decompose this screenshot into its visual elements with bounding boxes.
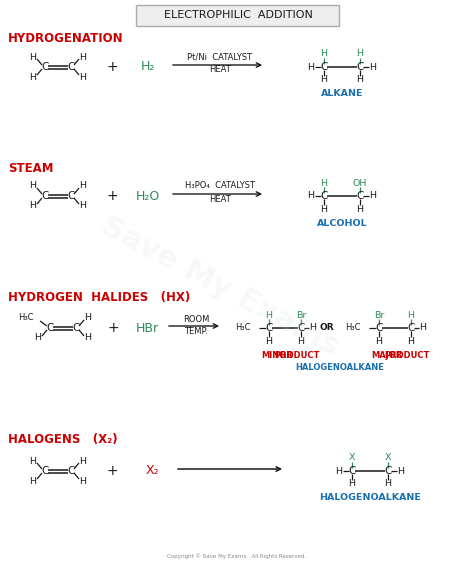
Text: H: H: [370, 62, 376, 71]
Text: H: H: [320, 178, 328, 187]
Text: HEAT: HEAT: [209, 66, 231, 75]
Text: HALOGENS   (X₂): HALOGENS (X₂): [8, 434, 118, 447]
Text: H: H: [320, 75, 328, 84]
FancyBboxPatch shape: [137, 5, 339, 25]
Text: C: C: [41, 62, 49, 72]
Text: H: H: [308, 62, 315, 71]
Text: H: H: [265, 337, 273, 345]
Text: H₃PO₄  CATALYST: H₃PO₄ CATALYST: [185, 182, 255, 191]
Text: ALCOHOL: ALCOHOL: [317, 218, 367, 228]
Text: H: H: [29, 457, 36, 465]
Text: +: +: [107, 321, 119, 335]
Text: OH: OH: [353, 178, 367, 187]
Text: H: H: [298, 337, 304, 345]
Text: PRODUCT: PRODUCT: [274, 350, 319, 359]
Text: H: H: [356, 75, 364, 84]
Text: H: H: [29, 477, 36, 486]
Text: H₂: H₂: [141, 61, 155, 74]
Text: C: C: [67, 62, 75, 72]
Text: H₃C: H₃C: [346, 324, 361, 332]
Text: HEAT: HEAT: [209, 195, 231, 204]
Text: C: C: [297, 323, 305, 333]
Text: C: C: [356, 62, 364, 72]
Text: H: H: [408, 337, 414, 345]
Text: ELECTROPHILIC  ADDITION: ELECTROPHILIC ADDITION: [164, 10, 312, 20]
Text: C: C: [67, 191, 75, 201]
Text: ALKANE: ALKANE: [321, 89, 363, 98]
Text: MINOR: MINOR: [261, 350, 293, 359]
Text: X: X: [349, 453, 355, 462]
Text: Br: Br: [296, 311, 306, 319]
Text: H: H: [384, 479, 392, 488]
Text: TEMP.: TEMP.: [184, 328, 208, 337]
Text: C: C: [46, 323, 54, 333]
Text: H: H: [80, 457, 86, 465]
Text: C: C: [384, 466, 392, 476]
Text: H: H: [356, 49, 364, 58]
Text: Copyright © Save My Exams.  All Rights Reserved.: Copyright © Save My Exams. All Rights Re…: [167, 553, 307, 559]
Text: H₃C: H₃C: [236, 324, 251, 332]
Text: C: C: [375, 323, 383, 333]
Text: H: H: [29, 72, 36, 82]
Text: C: C: [265, 323, 273, 333]
Text: H: H: [80, 477, 86, 486]
Text: C: C: [356, 191, 364, 201]
Text: H: H: [84, 333, 91, 342]
Text: H: H: [310, 324, 317, 332]
Text: C: C: [41, 466, 49, 476]
Text: C: C: [320, 62, 328, 72]
Text: C: C: [67, 466, 75, 476]
Text: PRODUCT: PRODUCT: [384, 350, 430, 359]
Text: MAJOR: MAJOR: [371, 350, 402, 359]
Text: +: +: [106, 189, 118, 203]
Text: C: C: [73, 323, 80, 333]
Text: H₃C: H₃C: [18, 314, 34, 323]
Text: +: +: [106, 464, 118, 478]
Text: H: H: [84, 314, 91, 323]
Text: H: H: [348, 479, 356, 488]
Text: H: H: [336, 466, 343, 475]
Text: H: H: [80, 182, 86, 191]
Text: +: +: [106, 60, 118, 74]
Text: H: H: [308, 191, 315, 200]
Text: HBr: HBr: [136, 321, 159, 335]
Text: H: H: [29, 201, 36, 211]
Text: Save My Exams: Save My Exams: [96, 211, 344, 361]
Text: C: C: [41, 191, 49, 201]
Text: H: H: [80, 53, 86, 62]
Text: H: H: [35, 333, 42, 342]
Text: H: H: [370, 191, 376, 200]
Text: H: H: [320, 49, 328, 58]
Text: X₂: X₂: [145, 465, 159, 478]
Text: H: H: [398, 466, 404, 475]
Text: ROOM: ROOM: [183, 315, 209, 324]
Text: X: X: [385, 453, 391, 462]
Text: H: H: [29, 182, 36, 191]
Text: H: H: [29, 53, 36, 62]
Text: C: C: [407, 323, 415, 333]
Text: H: H: [320, 204, 328, 213]
Text: H₂O: H₂O: [136, 190, 160, 203]
Text: H: H: [419, 324, 427, 332]
Text: OR: OR: [319, 324, 334, 332]
Text: HYDROGEN  HALIDES   (HX): HYDROGEN HALIDES (HX): [8, 291, 190, 305]
Text: H: H: [265, 311, 273, 319]
Text: Pt/Ni  CATALYST: Pt/Ni CATALYST: [187, 53, 253, 62]
Text: H: H: [375, 337, 383, 345]
Text: H: H: [356, 204, 364, 213]
Text: HALOGENOALKANE: HALOGENOALKANE: [296, 362, 384, 371]
Text: STEAM: STEAM: [8, 162, 54, 175]
Text: H: H: [80, 201, 86, 211]
Text: Br: Br: [374, 311, 384, 319]
Text: C: C: [348, 466, 356, 476]
Text: HALOGENOALKANE: HALOGENOALKANE: [319, 494, 421, 503]
Text: H: H: [408, 311, 414, 319]
Text: C: C: [320, 191, 328, 201]
Text: HYDROGENATION: HYDROGENATION: [8, 32, 124, 45]
Text: H: H: [80, 72, 86, 82]
